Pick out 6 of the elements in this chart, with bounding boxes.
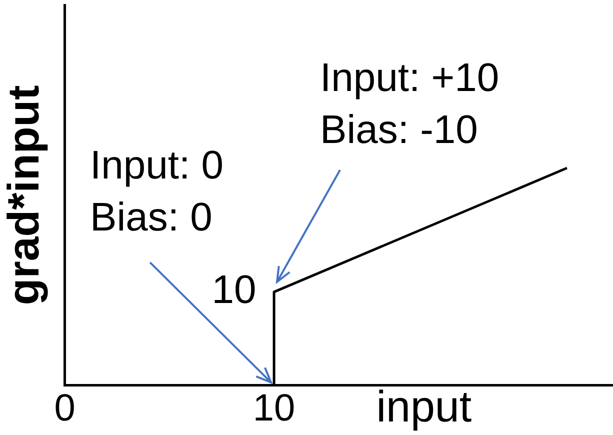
x-axis-title: input — [376, 382, 472, 432]
annotation: 10 — [212, 268, 256, 312]
text: Input: +10 Bias: -10 — [320, 56, 500, 152]
annotation: Input: 0 Bias: 0 — [90, 143, 224, 240]
x-tick-label: 0 — [54, 388, 76, 430]
y-axis-title: grad*input — [0, 84, 49, 306]
